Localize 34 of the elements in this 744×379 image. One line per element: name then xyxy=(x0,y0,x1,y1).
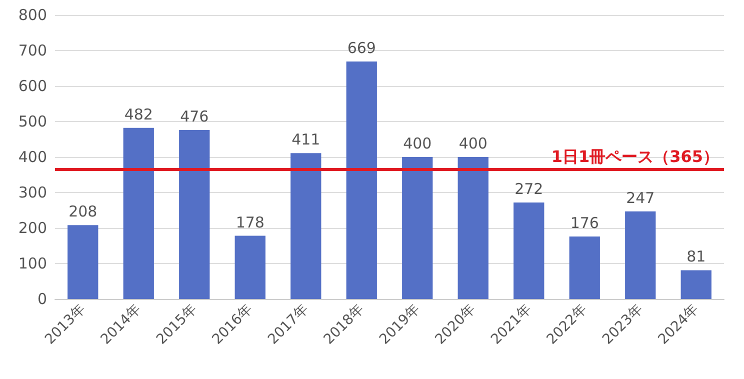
data-label: 178 xyxy=(236,213,264,232)
bar xyxy=(569,236,600,299)
data-label: 247 xyxy=(626,188,655,207)
data-label: 669 xyxy=(347,39,376,58)
y-tick-label: 800 xyxy=(18,6,47,24)
data-label: 81 xyxy=(686,248,706,266)
ref-line-label: 1日1冊ペース（365） xyxy=(551,146,719,166)
bar xyxy=(234,236,266,299)
bar xyxy=(68,225,98,299)
bar xyxy=(625,211,656,299)
data-label: 208 xyxy=(68,202,98,221)
data-label: 482 xyxy=(124,105,153,124)
y-tick-label: 200 xyxy=(18,219,47,237)
data-label: 411 xyxy=(292,130,320,149)
data-label: 400 xyxy=(458,134,488,152)
bar xyxy=(346,62,377,299)
y-tick-label: 0 xyxy=(37,290,47,308)
bar xyxy=(402,157,433,299)
data-label: 176 xyxy=(570,214,599,232)
bar xyxy=(514,202,544,299)
bar xyxy=(123,128,154,299)
y-tick-label: 400 xyxy=(18,148,47,166)
y-tick-label: 600 xyxy=(18,77,47,95)
bar xyxy=(290,153,322,299)
bar xyxy=(458,157,488,299)
data-label: 272 xyxy=(514,180,544,198)
y-tick-label: 500 xyxy=(18,112,47,130)
y-tick-label: 700 xyxy=(18,42,47,60)
y-tick-label: 100 xyxy=(18,254,47,272)
y-tick-label: 300 xyxy=(18,184,47,202)
bar xyxy=(680,270,712,299)
data-label: 400 xyxy=(403,134,432,152)
bar xyxy=(179,130,210,299)
data-label: 476 xyxy=(180,108,209,126)
